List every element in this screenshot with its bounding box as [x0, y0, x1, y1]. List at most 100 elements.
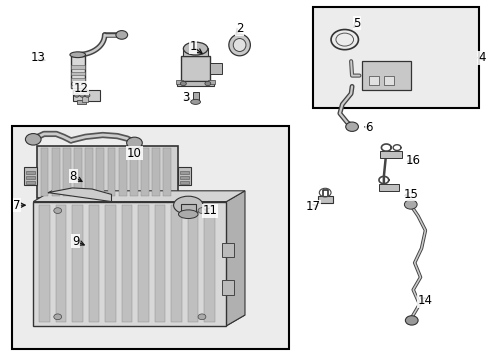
Bar — [378, 184, 398, 191]
Ellipse shape — [404, 200, 416, 209]
Bar — [171, 205, 182, 322]
Bar — [41, 148, 48, 196]
Bar — [33, 202, 226, 326]
Bar — [181, 56, 210, 81]
Bar — [221, 280, 233, 295]
Bar — [180, 176, 188, 179]
Polygon shape — [226, 191, 244, 326]
Text: 6: 6 — [365, 121, 372, 134]
Ellipse shape — [173, 196, 203, 214]
Text: 8: 8 — [69, 170, 77, 183]
Bar — [138, 205, 148, 322]
Text: 5: 5 — [352, 17, 360, 30]
Ellipse shape — [116, 31, 127, 39]
Polygon shape — [33, 191, 244, 202]
Bar — [26, 181, 35, 184]
Bar — [380, 151, 401, 158]
Bar — [176, 80, 183, 84]
Bar — [312, 7, 478, 108]
Bar — [105, 205, 116, 322]
Ellipse shape — [25, 134, 41, 145]
Text: 2: 2 — [235, 22, 243, 35]
Bar — [122, 205, 132, 322]
Bar — [73, 90, 100, 101]
Text: 7: 7 — [13, 199, 21, 212]
Ellipse shape — [198, 208, 205, 213]
Bar — [192, 92, 198, 101]
Bar — [152, 148, 160, 196]
Ellipse shape — [405, 316, 417, 325]
Bar — [26, 171, 35, 174]
Bar — [37, 146, 178, 198]
Bar — [77, 100, 86, 104]
Ellipse shape — [198, 314, 205, 320]
Bar — [317, 196, 332, 203]
Ellipse shape — [204, 81, 210, 86]
Text: 15: 15 — [403, 188, 417, 201]
Bar — [56, 205, 66, 322]
Bar — [71, 56, 84, 88]
Text: 14: 14 — [417, 294, 432, 307]
Polygon shape — [48, 188, 111, 202]
Text: 3: 3 — [182, 91, 189, 104]
Polygon shape — [33, 315, 244, 326]
Bar — [119, 148, 126, 196]
Ellipse shape — [80, 94, 84, 97]
Text: 10: 10 — [127, 147, 142, 159]
Bar — [203, 205, 214, 322]
Bar — [154, 205, 165, 322]
Bar — [141, 148, 148, 196]
Bar — [361, 61, 410, 90]
Bar — [12, 126, 288, 349]
Bar — [71, 65, 84, 69]
Bar — [88, 205, 99, 322]
Text: 13: 13 — [31, 51, 45, 64]
Bar — [71, 72, 84, 75]
Bar — [130, 148, 138, 196]
Bar — [183, 48, 207, 56]
Bar — [96, 148, 104, 196]
Text: 12: 12 — [73, 82, 88, 95]
Bar — [71, 78, 84, 82]
Ellipse shape — [54, 208, 61, 213]
Ellipse shape — [180, 81, 186, 86]
Bar — [207, 80, 215, 84]
Bar — [180, 181, 188, 184]
Bar — [63, 148, 71, 196]
Bar — [39, 205, 50, 322]
Ellipse shape — [178, 210, 198, 219]
Bar — [85, 148, 93, 196]
Ellipse shape — [228, 34, 250, 56]
Text: 17: 17 — [305, 201, 320, 213]
Bar — [72, 205, 82, 322]
Ellipse shape — [85, 94, 90, 97]
Ellipse shape — [183, 42, 207, 55]
Bar — [178, 167, 190, 185]
Ellipse shape — [70, 52, 85, 58]
Bar — [107, 148, 115, 196]
Ellipse shape — [126, 137, 142, 149]
Ellipse shape — [345, 122, 358, 131]
Bar — [187, 205, 198, 322]
Bar — [74, 148, 81, 196]
Bar — [210, 63, 222, 74]
Bar — [52, 148, 60, 196]
Bar — [177, 81, 214, 86]
Bar — [181, 204, 195, 212]
Ellipse shape — [233, 39, 245, 51]
Bar — [180, 171, 188, 174]
Text: 16: 16 — [405, 154, 420, 167]
Bar — [71, 85, 84, 88]
Text: 4: 4 — [477, 51, 485, 64]
Bar — [221, 243, 233, 257]
Text: 11: 11 — [203, 204, 217, 217]
Ellipse shape — [74, 94, 79, 97]
Bar — [82, 96, 88, 102]
Bar — [26, 176, 35, 179]
Bar — [368, 76, 378, 85]
Ellipse shape — [190, 99, 200, 104]
Bar — [163, 148, 171, 196]
Text: 9: 9 — [72, 235, 80, 248]
Bar — [24, 167, 37, 185]
Text: 1: 1 — [189, 40, 197, 53]
